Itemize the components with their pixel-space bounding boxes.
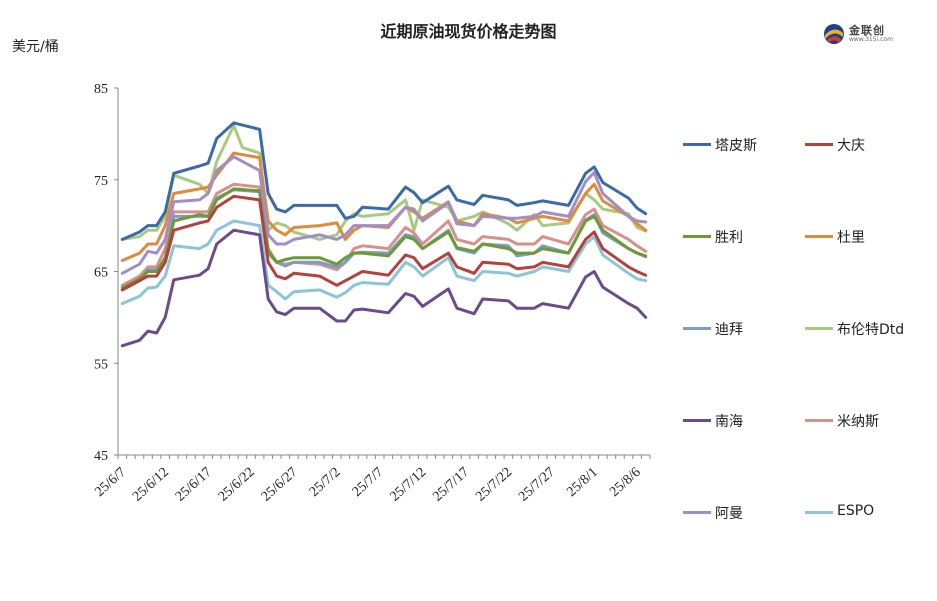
y-tick-label: 45 — [94, 449, 108, 464]
y-tick-label: 85 — [94, 82, 108, 97]
x-tick-label: 25/7/27 — [516, 465, 558, 505]
x-tick-label: 25/7/22 — [473, 465, 515, 505]
x-axis: 25/6/7 25/6/12 25/6/17 25/6/22 25/6/27 25/7/2… — [92, 454, 651, 505]
legend-swatch — [683, 511, 711, 514]
y-tick-label: 55 — [94, 357, 108, 372]
x-tick-label: 25/7/7 — [350, 465, 387, 500]
legend-label: ESPO — [837, 503, 875, 519]
series-line-7 — [120, 228, 648, 348]
y-tick-label: 65 — [94, 266, 108, 281]
x-tick-label: 25/8/1 — [564, 465, 601, 500]
brand-url: www.315i.com — [849, 36, 893, 43]
x-tick-label: 25/6/7 — [92, 465, 129, 500]
x-tick-label: 25/6/12 — [130, 465, 172, 505]
x-tick-label: 25/6/17 — [173, 465, 215, 505]
legend-swatch — [805, 143, 833, 146]
y-axis-unit-label: 美元/桶 — [12, 39, 59, 55]
x-tick-label: 25/7/2 — [307, 465, 344, 500]
x-tick-label: 25/8/6 — [607, 465, 644, 500]
legend-label: 布伦特Dtd — [837, 322, 905, 338]
y-axis: 45 55 65 75 85 — [94, 82, 119, 464]
series-line-8 — [120, 182, 648, 287]
series-line-10 — [120, 219, 648, 306]
jlc-logo-icon — [824, 24, 844, 44]
legend-swatch — [683, 419, 711, 422]
chart-title: 近期原油现货价格走势图 — [380, 22, 557, 41]
x-tick-label: 25/7/12 — [387, 465, 429, 505]
legend-label: 大庆 — [837, 138, 865, 154]
legend-swatch — [805, 511, 833, 514]
series-line-9 — [120, 155, 648, 275]
legend-label: 米纳斯 — [837, 414, 879, 430]
brand-name: 金联创 — [849, 24, 885, 37]
legend-label: 杜里 — [837, 230, 865, 246]
brand-logo: 金联创 www.315i.com — [822, 21, 902, 47]
legend-swatch — [805, 327, 833, 330]
legend-swatch — [805, 235, 833, 238]
legend-label: 迪拜 — [715, 322, 743, 338]
legend-swatch — [683, 235, 711, 238]
legend-swatch — [683, 327, 711, 330]
series-layer — [120, 121, 648, 348]
legend-label: 阿曼 — [715, 506, 743, 522]
series-line-1 — [120, 121, 648, 241]
legend-label: 胜利 — [715, 230, 743, 246]
x-tick-label: 25/7/17 — [430, 465, 472, 505]
y-tick-label: 75 — [94, 174, 108, 189]
legend-swatch — [683, 143, 711, 146]
x-tick-label: 25/6/27 — [259, 465, 301, 505]
legend-swatch — [805, 419, 833, 422]
legend-label: 塔皮斯 — [715, 138, 757, 154]
legend-label: 南海 — [715, 414, 743, 430]
x-tick-label: 25/6/22 — [216, 465, 258, 505]
series-line-3 — [120, 187, 648, 290]
series-line-2 — [120, 194, 648, 292]
